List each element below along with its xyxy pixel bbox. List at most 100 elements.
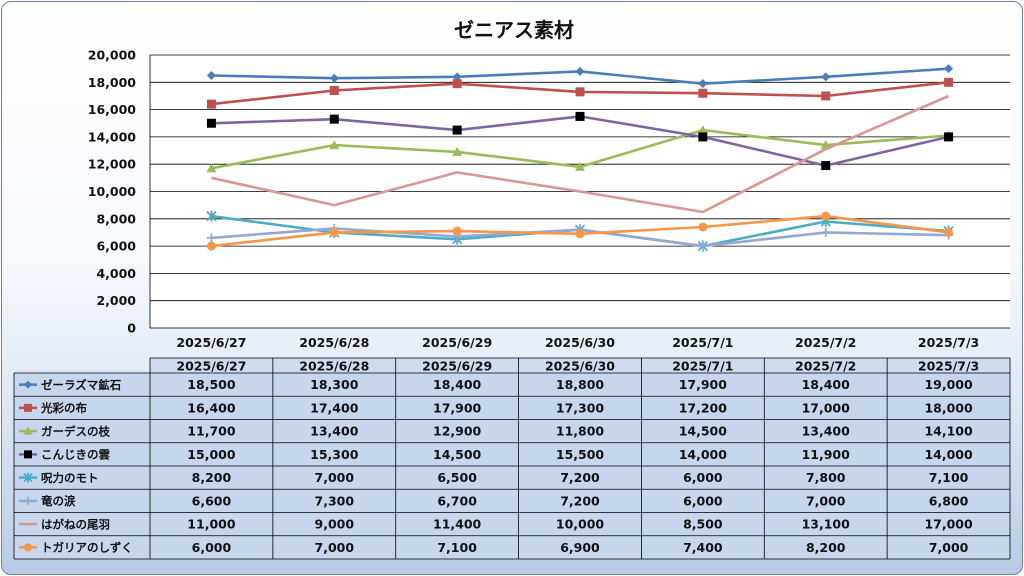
table-value: 6,000 bbox=[683, 470, 723, 485]
table-value: 6,000 bbox=[683, 493, 723, 508]
legend-key-marker bbox=[24, 496, 32, 505]
table-value: 6,000 bbox=[192, 540, 232, 555]
data-point bbox=[698, 132, 708, 142]
table-value: 15,500 bbox=[556, 447, 605, 462]
x-tick-label: 2025/7/1 bbox=[672, 335, 733, 350]
table-value: 6,600 bbox=[192, 493, 232, 508]
data-point bbox=[698, 241, 708, 251]
legend-key-marker bbox=[23, 472, 33, 483]
table-value: 7,300 bbox=[315, 493, 355, 508]
y-tick-label: 16,000 bbox=[88, 102, 137, 117]
data-point bbox=[698, 79, 708, 89]
table-header-label: 2025/7/2 bbox=[795, 359, 856, 374]
data-point bbox=[821, 227, 831, 237]
data-point bbox=[206, 99, 216, 109]
table-value: 6,700 bbox=[437, 493, 477, 508]
table-value: 7,800 bbox=[806, 470, 846, 485]
data-point bbox=[452, 79, 462, 89]
y-tick-label: 2,000 bbox=[96, 293, 136, 308]
y-tick-label: 8,000 bbox=[96, 211, 136, 226]
x-tick-label: 2025/7/3 bbox=[918, 335, 979, 350]
table-value: 9,000 bbox=[315, 517, 355, 532]
legend-key-marker bbox=[24, 380, 32, 389]
table-value: 11,800 bbox=[556, 424, 605, 439]
data-point bbox=[206, 210, 217, 222]
table-header-label: 2025/6/27 bbox=[176, 359, 246, 374]
table-header-label: 2025/7/1 bbox=[672, 359, 733, 374]
table-value: 17,300 bbox=[556, 400, 605, 415]
series-name: トガリアのしずく bbox=[41, 541, 133, 555]
data-point bbox=[575, 111, 585, 121]
data-point bbox=[329, 85, 339, 95]
table-value: 11,000 bbox=[187, 517, 236, 532]
series-name: 竜の涙 bbox=[41, 494, 76, 508]
y-tick-label: 6,000 bbox=[96, 239, 136, 254]
series-name: はがねの尾羽 bbox=[41, 517, 110, 531]
table-value: 17,400 bbox=[310, 400, 359, 415]
data-point bbox=[944, 227, 954, 237]
data-point bbox=[575, 229, 585, 239]
table-value: 14,000 bbox=[924, 447, 973, 462]
table-header-label: 2025/7/3 bbox=[918, 359, 979, 374]
data-point bbox=[206, 241, 216, 251]
y-tick-label: 14,000 bbox=[88, 129, 137, 144]
table-value: 10,000 bbox=[556, 517, 605, 532]
table-value: 17,200 bbox=[679, 400, 728, 415]
data-point bbox=[821, 161, 831, 171]
table-value: 17,900 bbox=[433, 400, 482, 415]
table-value: 8,200 bbox=[806, 540, 846, 555]
data-point bbox=[698, 88, 708, 98]
x-tick-label: 2025/6/29 bbox=[422, 335, 492, 350]
y-tick-label: 12,000 bbox=[88, 157, 137, 172]
data-point bbox=[329, 114, 339, 124]
data-point bbox=[697, 125, 708, 135]
data-point bbox=[698, 222, 708, 232]
table-value: 8,500 bbox=[683, 517, 723, 532]
data-point bbox=[575, 66, 585, 76]
table-value: 17,900 bbox=[679, 377, 728, 392]
table-value: 13,100 bbox=[802, 517, 851, 532]
table-value: 13,400 bbox=[310, 424, 359, 439]
table-value: 14,100 bbox=[924, 424, 973, 439]
table-value: 18,400 bbox=[433, 377, 482, 392]
series-name: 光彩の布 bbox=[40, 401, 87, 415]
table-value: 18,400 bbox=[802, 377, 851, 392]
table-value: 14,000 bbox=[679, 447, 728, 462]
data-point bbox=[944, 77, 954, 87]
table-value: 7,000 bbox=[929, 540, 969, 555]
data-point bbox=[821, 211, 831, 221]
table-header-bg bbox=[150, 358, 1010, 373]
data-point bbox=[575, 87, 585, 97]
y-tick-label: 10,000 bbox=[88, 184, 137, 199]
table-value: 12,900 bbox=[433, 424, 482, 439]
data-point bbox=[452, 125, 462, 135]
data-point bbox=[206, 163, 217, 173]
table-value: 17,000 bbox=[802, 400, 851, 415]
table-value: 7,100 bbox=[437, 540, 477, 555]
y-tick-label: 18,000 bbox=[88, 75, 137, 90]
legend-key-marker bbox=[24, 403, 32, 412]
x-tick-label: 2025/6/27 bbox=[176, 335, 246, 350]
data-point bbox=[452, 226, 462, 236]
y-tick-label: 4,000 bbox=[96, 266, 136, 281]
series-name: ゼーラズマ鉱石 bbox=[41, 378, 121, 392]
table-value: 7,000 bbox=[315, 540, 355, 555]
table-value: 6,500 bbox=[437, 470, 477, 485]
series-name: ガーデスの枝 bbox=[41, 424, 110, 438]
data-point bbox=[452, 72, 462, 82]
series-name: こんじきの雲 bbox=[41, 448, 110, 462]
table-value: 7,200 bbox=[560, 493, 600, 508]
table-value: 11,700 bbox=[187, 424, 236, 439]
legend-key-marker bbox=[24, 543, 32, 552]
table-value: 16,400 bbox=[187, 400, 236, 415]
table-value: 14,500 bbox=[433, 447, 482, 462]
legend-key-marker bbox=[24, 450, 32, 459]
x-tick-label: 2025/6/28 bbox=[299, 335, 369, 350]
y-tick-label: 20,000 bbox=[88, 48, 137, 63]
table-value: 7,100 bbox=[929, 470, 969, 485]
table-value: 7,000 bbox=[806, 493, 846, 508]
table-value: 19,000 bbox=[924, 377, 973, 392]
table-value: 7,400 bbox=[683, 540, 723, 555]
table-header-label: 2025/6/30 bbox=[545, 359, 615, 374]
table-value: 15,300 bbox=[310, 447, 359, 462]
